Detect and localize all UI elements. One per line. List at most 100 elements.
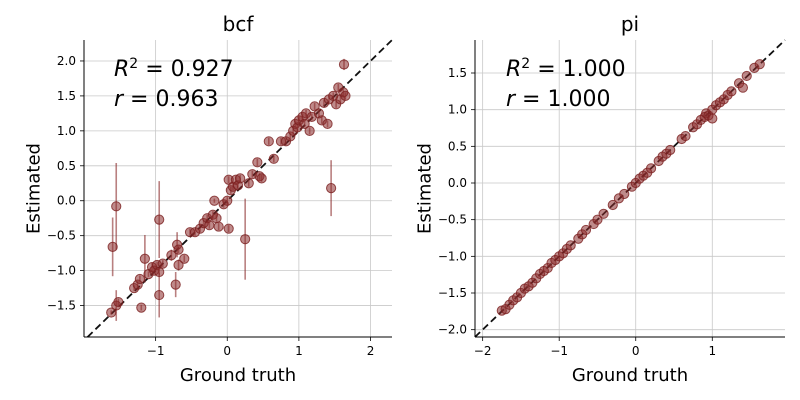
bcf-title: bcf xyxy=(223,12,255,36)
bcf-data-point xyxy=(209,195,220,206)
pi-y-tick-label: −0.5 xyxy=(438,213,467,227)
pi-grid xyxy=(475,40,785,337)
pi-data-point xyxy=(592,214,603,225)
pi-data-point xyxy=(680,130,691,142)
bcf-data-point xyxy=(211,213,222,224)
bcf-data-point xyxy=(154,266,165,278)
bcf-data-point xyxy=(154,289,165,301)
pi-data-point xyxy=(737,82,749,93)
bcf-panel: −1 0 1 2 −1.5 −1.0 −0.5 0.0 0.5 1.0 1.5 2.0 bcf Gr… xyxy=(23,12,393,386)
pi-data-point xyxy=(565,240,576,251)
pi-y-tick-label: −1.5 xyxy=(438,286,467,300)
pi-data-point xyxy=(707,113,718,124)
bcf-y-tick-label: 0.5 xyxy=(57,159,76,173)
bcf-data-point xyxy=(111,201,122,212)
bcf-y-tick-label: 1.5 xyxy=(57,89,76,103)
pi-data-point xyxy=(726,86,737,97)
bcf-data-point xyxy=(223,223,234,234)
bcf-y-tick-label: −0.5 xyxy=(47,229,76,243)
bcf-data-point xyxy=(170,279,181,290)
bcf-data-point xyxy=(338,59,350,70)
bcf-data-point xyxy=(235,173,246,184)
bcf-data-point xyxy=(340,90,351,102)
pi-x-ticks: −2 −1 0 1 xyxy=(474,337,716,358)
bcf-y-tick-label: −1.5 xyxy=(47,299,76,313)
bcf-r2-annotation: R2 = 0.927 xyxy=(114,56,234,82)
bcf-data-point xyxy=(157,258,168,269)
bcf-data-point xyxy=(136,302,147,313)
bcf-data-point xyxy=(222,195,233,206)
bcf-x-tick-label: 2 xyxy=(367,344,375,358)
bcf-data-point xyxy=(268,153,279,164)
pi-r2-value: = 1.000 xyxy=(530,57,625,82)
bcf-data-point xyxy=(204,220,215,231)
pi-title: pi xyxy=(621,12,639,36)
bcf-y-tick-label: 0.0 xyxy=(57,194,76,208)
bcf-data-point xyxy=(304,125,315,136)
bcf-y-label: Estimated xyxy=(23,143,44,234)
pi-y-tick-label: 1.0 xyxy=(448,103,467,117)
pi-y-tick-label: −1.0 xyxy=(438,249,467,263)
bcf-r-annotation: r = 0.963 xyxy=(114,87,218,112)
pi-y-tick-label: −2.0 xyxy=(438,323,467,337)
bcf-x-tick-label: 0 xyxy=(223,344,231,358)
pi-y-label: Estimated xyxy=(414,143,435,234)
bcf-r-value: = 0.963 xyxy=(123,87,218,112)
pi-panel: −2 −1 0 1 −2.0 −1.5 −1.0 −0.5 0.0 0.5 1.0 1.5 pi G… xyxy=(414,12,786,386)
bcf-x-ticks: −1 0 1 2 xyxy=(147,337,375,358)
pi-x-tick-label: 0 xyxy=(632,344,640,358)
bcf-data-point xyxy=(243,178,254,189)
bcf-y-tick-label: −1.0 xyxy=(47,264,76,278)
bcf-data-point xyxy=(326,183,337,194)
bcf-x-label: Ground truth xyxy=(180,365,296,386)
pi-r2-symbol: R xyxy=(506,57,521,82)
pi-points xyxy=(496,59,765,316)
bcf-data-point xyxy=(299,118,310,129)
bcf-data-point xyxy=(256,173,267,184)
pi-y-tick-label: 1.5 xyxy=(448,66,467,80)
pi-data-point xyxy=(741,70,752,82)
bcf-x-tick-label: −1 xyxy=(147,344,165,358)
bcf-x-tick-label: 1 xyxy=(295,344,303,358)
bcf-data-point xyxy=(154,214,165,225)
pi-x-tick-label: −1 xyxy=(550,344,568,358)
pi-r-symbol: r xyxy=(506,87,517,112)
pi-x-label: Ground truth xyxy=(572,365,688,386)
pi-y-tick-label: 0.0 xyxy=(448,176,467,190)
pi-data-point xyxy=(607,199,618,211)
bcf-r2-symbol: R xyxy=(114,57,129,82)
bcf-data-point xyxy=(173,259,184,271)
pi-r2-annotation: R2 = 1.000 xyxy=(506,56,626,82)
bcf-r2-superscript: 2 xyxy=(129,56,138,72)
bcf-data-point xyxy=(322,118,333,129)
bcf-y-tick-label: 2.0 xyxy=(57,54,76,68)
bcf-y-tick-label: 1.0 xyxy=(57,124,76,138)
pi-data-point xyxy=(598,208,609,219)
bcf-data-point xyxy=(173,244,184,255)
pi-data-point xyxy=(754,59,765,70)
bcf-data-point xyxy=(166,250,177,261)
bcf-y-ticks: −1.5 −1.0 −0.5 0.0 0.5 1.0 1.5 2.0 xyxy=(47,54,84,313)
pi-data-point xyxy=(645,163,657,174)
pi-y-ticks: −2.0 −1.5 −1.0 −0.5 0.0 0.5 1.0 1.5 xyxy=(438,66,475,337)
bcf-data-point xyxy=(263,136,274,147)
bcf-data-point xyxy=(213,221,224,232)
bcf-data-point xyxy=(139,253,150,264)
pi-x-tick-label: −2 xyxy=(474,344,492,358)
pi-y-tick-label: 0.5 xyxy=(448,139,467,153)
bcf-data-point xyxy=(106,307,117,318)
bcf-data-point xyxy=(240,234,251,245)
pi-data-point xyxy=(619,188,630,200)
bcf-data-point xyxy=(134,273,145,285)
bcf-data-point xyxy=(107,241,118,252)
bcf-points xyxy=(106,59,351,318)
bcf-r2-value: = 0.927 xyxy=(138,57,233,82)
pi-r-value: = 1.000 xyxy=(515,87,610,112)
pi-x-tick-label: 1 xyxy=(708,344,716,358)
bcf-data-point xyxy=(179,253,190,264)
pi-r2-superscript: 2 xyxy=(521,56,530,72)
pi-data-point xyxy=(580,224,592,236)
bcf-data-point xyxy=(252,157,263,168)
pi-r-annotation: r = 1.000 xyxy=(506,87,610,112)
